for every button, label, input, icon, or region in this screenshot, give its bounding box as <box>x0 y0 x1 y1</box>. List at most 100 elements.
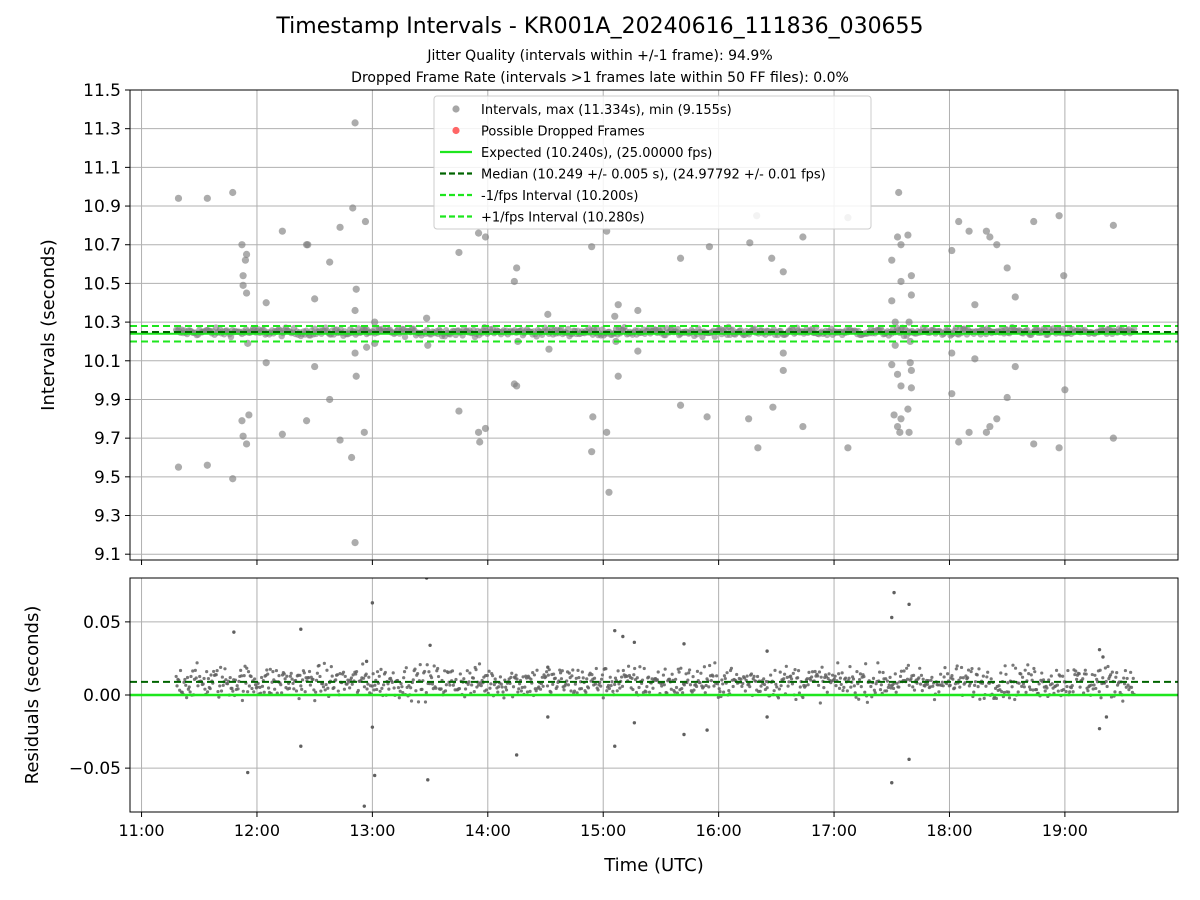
residual-point <box>955 664 959 668</box>
residual-point <box>885 679 890 683</box>
residual-point <box>1056 689 1060 693</box>
residual-point <box>832 677 836 681</box>
residual-point <box>319 689 323 693</box>
interval-point <box>890 411 898 419</box>
residual-point <box>919 673 924 677</box>
residual-point <box>498 675 503 679</box>
x-tick-label: 18:00 <box>926 821 972 840</box>
residual-point <box>816 674 820 678</box>
residual-point <box>840 671 844 675</box>
residual-point <box>311 677 315 681</box>
residual-point <box>1131 676 1135 680</box>
interval-point <box>1055 444 1063 452</box>
residual-point <box>682 642 686 646</box>
interval-point <box>351 538 359 547</box>
residual-point <box>1033 670 1037 674</box>
residual-point <box>1122 676 1126 680</box>
residual-point <box>1019 672 1023 676</box>
interval-point <box>893 370 902 378</box>
residual-point <box>271 670 275 674</box>
interval-point <box>971 301 979 309</box>
residual-point <box>1004 672 1008 676</box>
residual-point <box>291 681 295 686</box>
residual-point <box>717 687 721 691</box>
residual-point <box>434 686 438 690</box>
residual-point <box>864 662 868 666</box>
residual-point <box>467 680 471 684</box>
x-tick-label: 17:00 <box>811 821 857 840</box>
residual-point <box>1083 668 1087 672</box>
residual-point <box>348 686 352 690</box>
x-axis-label: Time (UTC) <box>603 855 704 876</box>
residual-point <box>195 661 199 665</box>
residual-point <box>884 677 888 681</box>
residual-point <box>959 665 964 670</box>
residual-point <box>246 690 250 694</box>
residual-point <box>837 672 841 676</box>
residual-point <box>869 684 873 689</box>
residual-point <box>212 669 216 674</box>
residual-point <box>721 682 725 686</box>
residual-point <box>826 676 830 681</box>
interval-point <box>242 440 251 448</box>
jitter-quality-subtitle: Jitter Quality (intervals within +/-1 fr… <box>427 48 773 64</box>
residual-point <box>594 666 598 671</box>
residual-point <box>298 673 302 677</box>
residual-point <box>187 685 191 689</box>
residual-point <box>604 667 608 671</box>
residual-point <box>858 672 863 676</box>
residual-point <box>280 691 284 695</box>
residual-point <box>898 674 903 678</box>
residual-point <box>362 685 367 689</box>
residual-point <box>796 668 801 673</box>
interval-point <box>513 382 521 390</box>
residual-point <box>681 691 685 695</box>
residual-point <box>532 673 537 677</box>
interval-point <box>634 306 642 315</box>
residual-point <box>1075 677 1079 681</box>
residual-point <box>266 686 271 690</box>
residual-point <box>656 670 660 674</box>
interval-point <box>1130 325 1138 333</box>
residual-point <box>323 688 327 692</box>
residual-point <box>647 675 651 679</box>
residual-point <box>245 666 249 670</box>
residual-point <box>635 676 639 680</box>
residual-point <box>876 661 880 665</box>
residual-point <box>553 676 557 680</box>
legend-label: Median (10.249 +/- 0.005 s), (24.97792 +… <box>481 168 826 183</box>
residual-point <box>1129 685 1134 689</box>
residual-point <box>1020 684 1024 688</box>
residual-point <box>948 683 952 687</box>
residual-point <box>1125 676 1129 681</box>
y-tick-label: 10.5 <box>83 274 121 294</box>
residual-point <box>872 688 876 692</box>
residual-point <box>443 669 447 673</box>
residual-point <box>618 686 622 690</box>
interval-point <box>361 217 370 226</box>
residual-point <box>1010 685 1014 689</box>
residual-point <box>217 695 221 699</box>
residual-point <box>236 687 240 691</box>
interval-point <box>474 229 483 237</box>
residual-point <box>1007 696 1012 700</box>
residual-point <box>383 670 387 675</box>
residual-point <box>439 687 443 691</box>
interval-point <box>241 256 250 264</box>
residual-point <box>740 684 744 688</box>
residual-point <box>1043 689 1047 693</box>
interval-point <box>897 382 905 390</box>
residual-point <box>878 670 882 674</box>
interval-point <box>245 411 253 419</box>
residual-point <box>209 673 213 677</box>
residual-point <box>214 673 218 677</box>
residual-point <box>240 698 245 703</box>
residual-point <box>183 677 187 682</box>
residual-point <box>807 670 811 674</box>
interval-point <box>982 428 991 436</box>
residual-point <box>619 675 624 679</box>
residual-point <box>471 676 476 680</box>
residual-point <box>458 672 462 676</box>
residual-point <box>239 668 243 672</box>
